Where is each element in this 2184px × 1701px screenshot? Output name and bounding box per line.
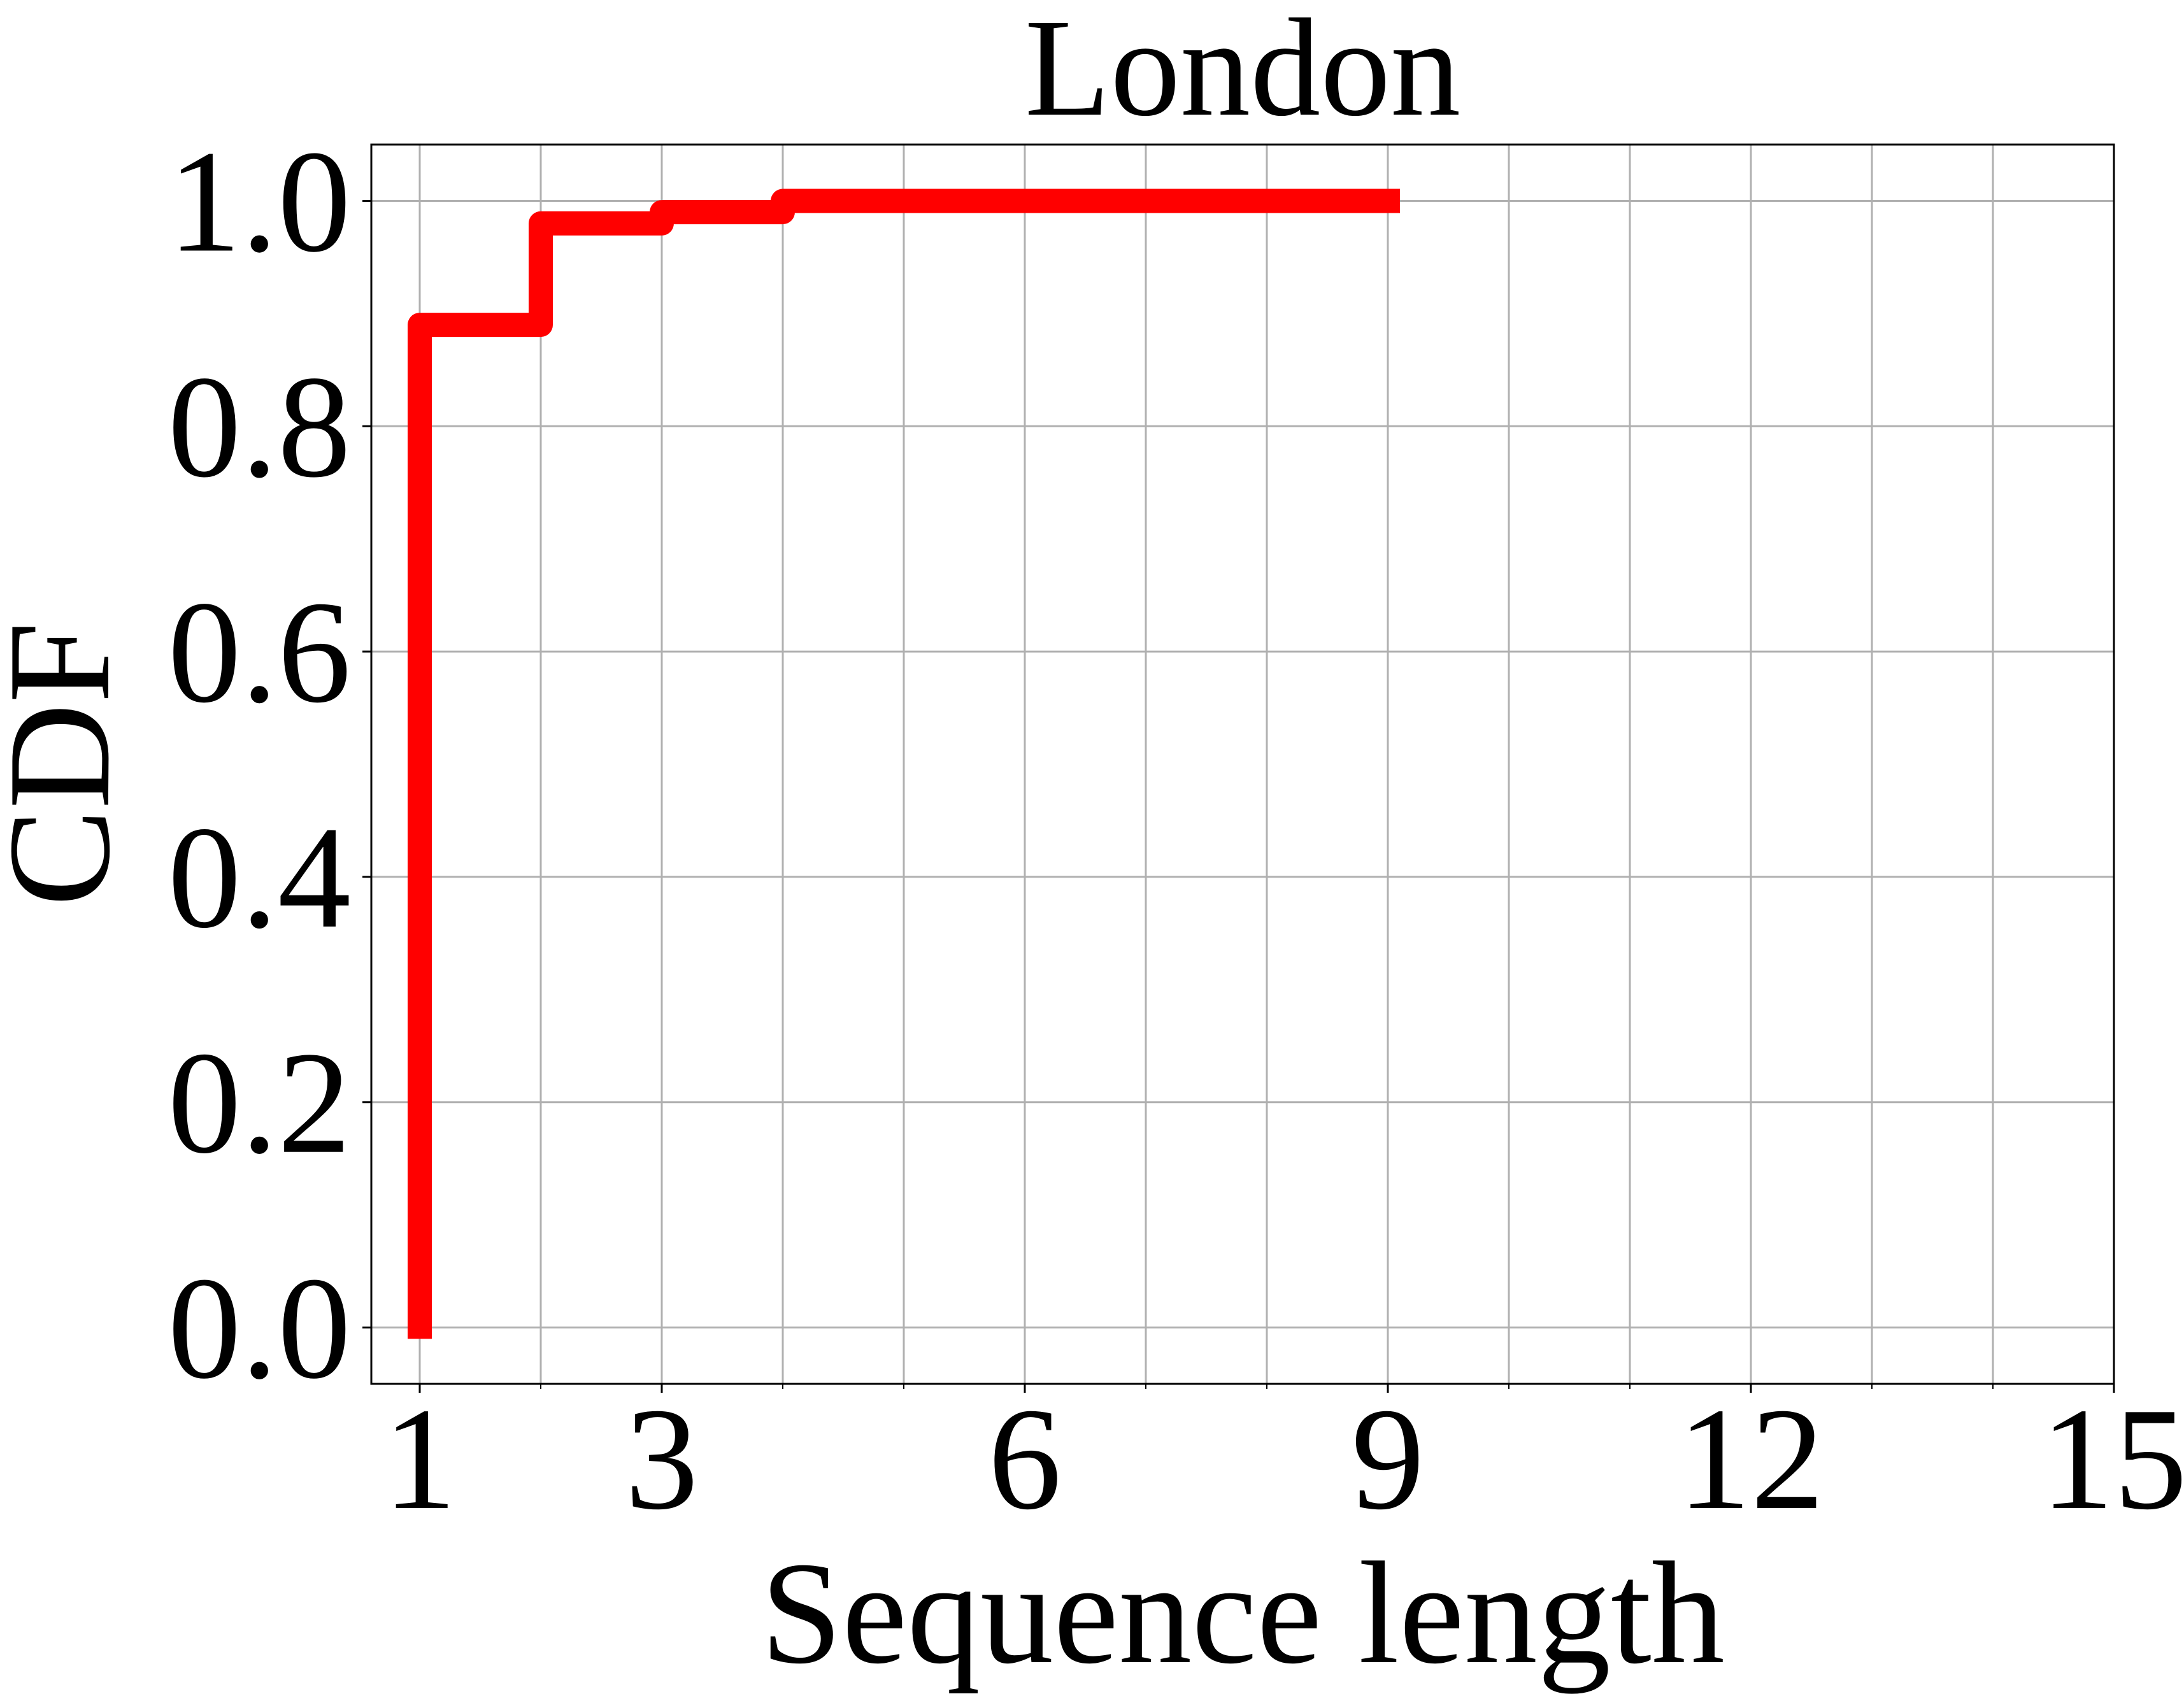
chart-title: London xyxy=(1025,0,1460,145)
cdf-step-line xyxy=(408,189,1400,1339)
y-tick-label: 1.0 xyxy=(168,120,352,282)
series-layer xyxy=(408,189,1400,1339)
x-tick-label: 12 xyxy=(1678,1377,1824,1540)
y-tick-label: 0.6 xyxy=(168,571,352,733)
axis-ticks: 1 3 6 9 12 15 0.0 0.2 0.4 0.6 0.8 1.0 xyxy=(168,120,2184,1540)
plot-frame xyxy=(370,143,2115,1385)
y-axis-label: CDF xyxy=(0,622,140,906)
x-tick-label: 1 xyxy=(383,1377,457,1540)
grid xyxy=(371,145,2115,1384)
y-tick-label: 0.8 xyxy=(168,345,352,508)
y-tick-label: 0.2 xyxy=(168,1021,352,1184)
x-tick-label: 3 xyxy=(625,1377,699,1540)
x-axis-label: Sequence length xyxy=(760,1532,1725,1694)
y-tick-label: 0.4 xyxy=(168,796,352,958)
x-tick-label: 15 xyxy=(2041,1377,2184,1540)
y-tick-label: 0.0 xyxy=(168,1247,352,1409)
x-tick-label: 6 xyxy=(989,1377,1062,1540)
x-tick-label: 9 xyxy=(1352,1377,1425,1540)
